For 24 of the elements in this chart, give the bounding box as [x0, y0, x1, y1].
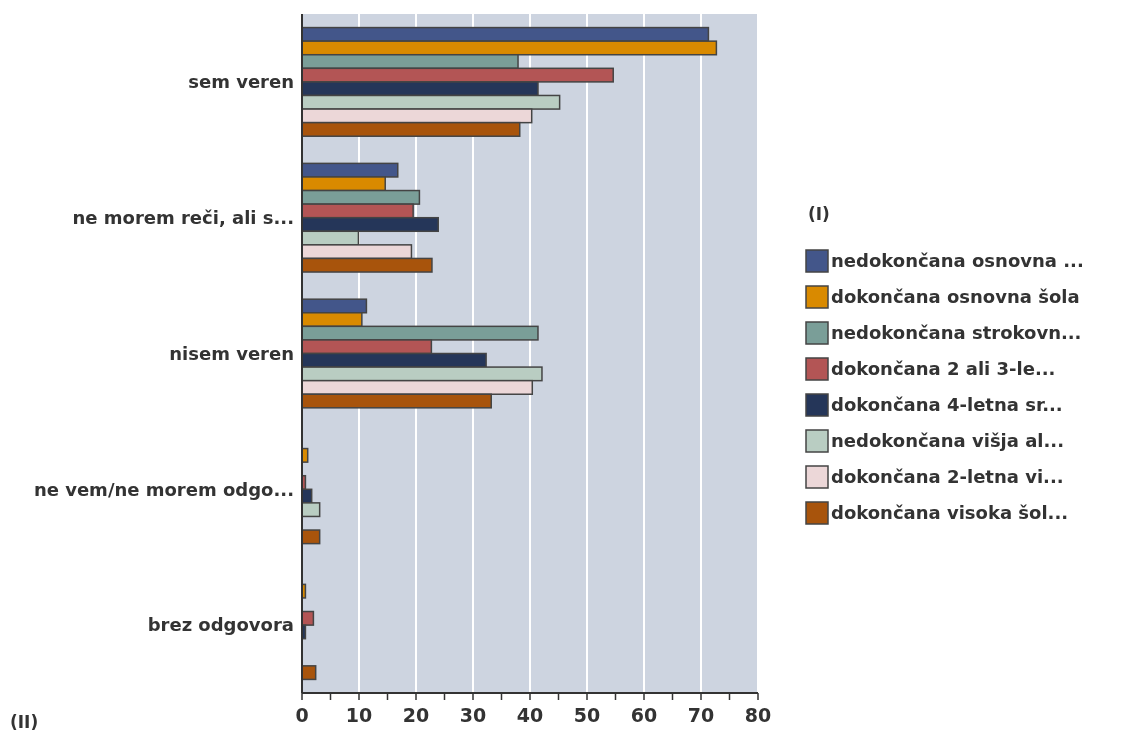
x-tick-label: 0	[295, 704, 309, 726]
legend-label: dokončana 2 ali 3-le...	[831, 358, 1056, 380]
y-tick-label: brez odgovora	[147, 614, 294, 636]
legend-label: dokončana 2-letna vi...	[831, 466, 1064, 488]
legend-title: (I)	[808, 204, 830, 224]
text: (II)	[10, 712, 39, 732]
x-tick-label: 80	[744, 704, 772, 726]
y-tick-label: ne vem/ne morem odgo...	[33, 478, 294, 500]
legend-label: dokončana visoka šol...	[831, 502, 1069, 524]
x-tick-label: 70	[687, 704, 715, 726]
x-tick-label: 20	[402, 704, 430, 726]
y-tick-label: nisem veren	[169, 342, 294, 364]
legend-label: nedokončana strokovn...	[831, 322, 1082, 344]
x-tick-label: 40	[516, 704, 544, 726]
legend-label: dokončana osnovna šola	[831, 286, 1080, 308]
x-tick-label: 60	[630, 704, 658, 726]
legend-label: nedokončana višja al...	[831, 430, 1065, 452]
legend-label: nedokončana osnovna ...	[831, 250, 1084, 272]
legend-label: dokončana 4-letna sr...	[831, 394, 1063, 416]
y-tick-label: sem veren	[188, 71, 294, 93]
x-tick-label: 50	[573, 704, 601, 726]
y-tick-label: ne morem reči, ali s...	[72, 207, 294, 228]
x-tick-label: 10	[345, 704, 373, 726]
x-tick-label: 30	[459, 704, 487, 726]
